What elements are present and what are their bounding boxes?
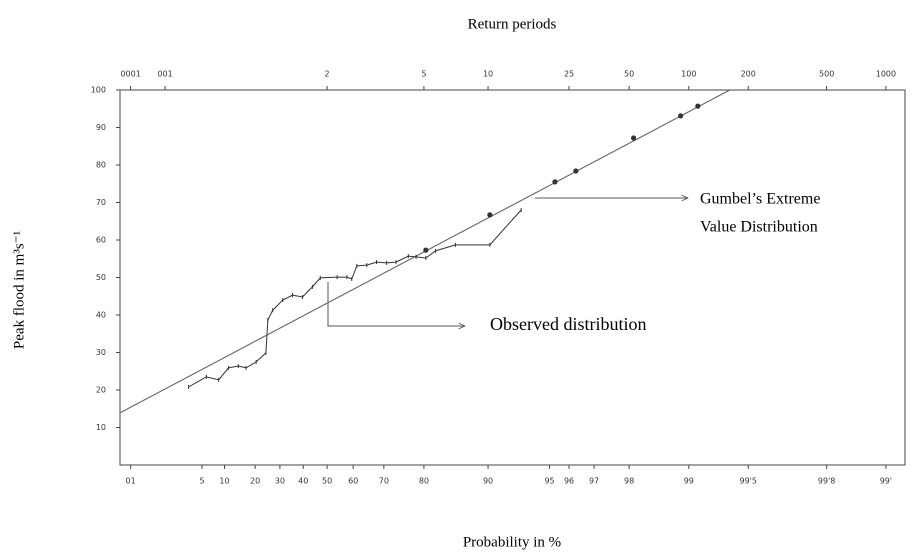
y-tick-label: 20: [96, 386, 106, 395]
x-axis-label: Probability in %: [463, 534, 561, 550]
point: [552, 179, 558, 185]
point: [678, 113, 684, 119]
x2-tick-label: 001: [157, 70, 172, 79]
chart-title: Return periods: [468, 16, 557, 32]
point: [695, 103, 701, 109]
point: [630, 135, 637, 141]
y-tick-label: 60: [96, 236, 106, 245]
x-tick-label: 40: [298, 477, 308, 486]
point: [487, 212, 493, 218]
x-tick-label: 90: [483, 477, 493, 486]
y-tick-label: 90: [96, 123, 106, 132]
x-tick-label: 99'5: [740, 477, 757, 486]
y-axis-label: Peak flood in m³s⁻¹: [11, 231, 27, 349]
y-tick-label: 30: [96, 348, 106, 357]
x-tick-label: 70: [379, 477, 389, 486]
x-tick-label: 99': [880, 477, 892, 486]
x2-tick-label: 100: [681, 70, 696, 79]
x-tick-label: 5: [199, 477, 204, 486]
y-tick-label: 40: [96, 311, 106, 320]
x-tick-label: 30: [275, 477, 285, 486]
y-tick-label: 80: [96, 161, 106, 170]
x2-tick-label: 10: [483, 70, 493, 79]
plot-frame: [119, 89, 906, 466]
x-tick-label: 99: [684, 477, 694, 486]
annotation: Observed distribution: [490, 314, 646, 334]
x2-tick-label: 2: [325, 70, 330, 79]
observed-line: [188, 209, 522, 388]
x-tick-label: 60: [348, 477, 358, 486]
x-tick-label: 97: [589, 477, 599, 486]
y-tick-label: 50: [96, 273, 106, 282]
y-tick-label: 70: [96, 198, 106, 207]
x2-tick-label: 5: [421, 70, 426, 79]
x-tick-label: 96: [564, 477, 574, 486]
x-tick-label: 95: [544, 477, 554, 486]
annotation: Gumbel’s Extreme: [700, 191, 820, 208]
y-tick-label: 100: [91, 86, 106, 95]
x2-tick-label: 1000: [876, 70, 896, 79]
annotation: Value Distribution: [700, 219, 818, 236]
annotation-arrow: [327, 282, 465, 326]
x-tick-label: 98: [624, 477, 634, 486]
x-tick-label: 50: [322, 477, 332, 486]
x2-tick-label: 200: [741, 70, 756, 79]
x2-tick-label: 0001: [120, 70, 140, 79]
x-tick-label: 10: [219, 477, 229, 486]
x2-tick-label: 50: [624, 70, 634, 79]
x-tick-label: 20: [250, 477, 260, 486]
x-tick-label: 99'8: [818, 477, 835, 486]
point: [573, 168, 579, 174]
x-tick-label: 01: [126, 477, 136, 486]
x2-tick-label: 25: [564, 70, 574, 79]
x2-tick-label: 500: [819, 70, 834, 79]
y-tick-label: 10: [96, 423, 106, 432]
point: [423, 247, 429, 253]
x-tick-label: 80: [419, 477, 429, 486]
